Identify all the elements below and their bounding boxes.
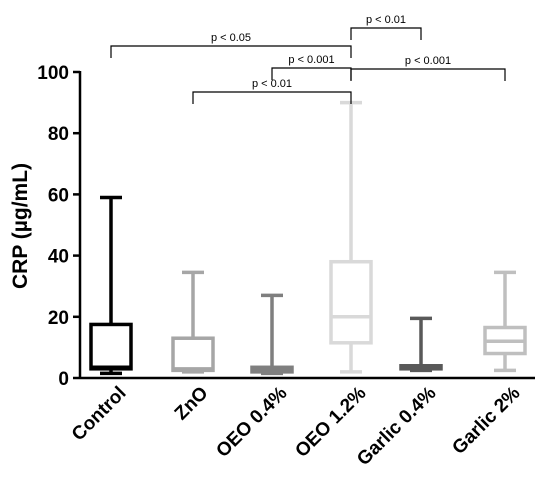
y-tick-label: 60 — [48, 185, 69, 206]
y-tick-label: 20 — [48, 308, 69, 329]
iqr-box — [89, 322, 133, 371]
box-0 — [89, 195, 133, 376]
category-label: Control — [68, 383, 131, 446]
significance-bracket: p < 0.01 — [350, 14, 422, 40]
y-tick-label: 40 — [48, 247, 69, 268]
significance-label: p < 0.01 — [252, 78, 292, 90]
box-2 — [250, 293, 294, 376]
category-labels: Control ZnO OEO 0.4% OEO 1.2%Garlic 0.4% Gar… — [68, 383, 525, 470]
category-label: ZnO — [171, 383, 213, 425]
significance-label: p < 0.05 — [211, 32, 251, 44]
iqr-box — [171, 336, 215, 373]
significance-bracket: p < 0.05 — [110, 32, 352, 58]
significance-bracket: p < 0.001 — [271, 54, 352, 80]
box-1 — [171, 270, 215, 374]
y-axis-title: CRP (µg/mL) — [9, 163, 32, 289]
significance-bracket: p < 0.001 — [350, 55, 506, 81]
significance-label: p < 0.01 — [366, 14, 406, 26]
category-label: Garlic 2% — [448, 383, 524, 459]
y-tick-label: 100 — [37, 63, 69, 84]
category-label: OEO 0.4% — [212, 383, 291, 462]
box-3 — [329, 100, 373, 374]
y-tick-label: 0 — [58, 369, 69, 390]
significance-bracket: p < 0.01 — [192, 78, 352, 104]
box-4 — [399, 316, 443, 373]
iqr-box — [329, 259, 373, 345]
box-5 — [483, 270, 527, 373]
box-series — [89, 100, 527, 376]
significance-label: p < 0.001 — [288, 54, 334, 66]
significance-brackets: p < 0.05 p < 0.001 p < 0.01 p < 0.001 p < 0.… — [110, 14, 506, 104]
axes: 0 20 40 60 80 100 — [37, 63, 535, 390]
significance-label: p < 0.001 — [405, 55, 451, 67]
y-tick-label: 80 — [48, 124, 69, 145]
